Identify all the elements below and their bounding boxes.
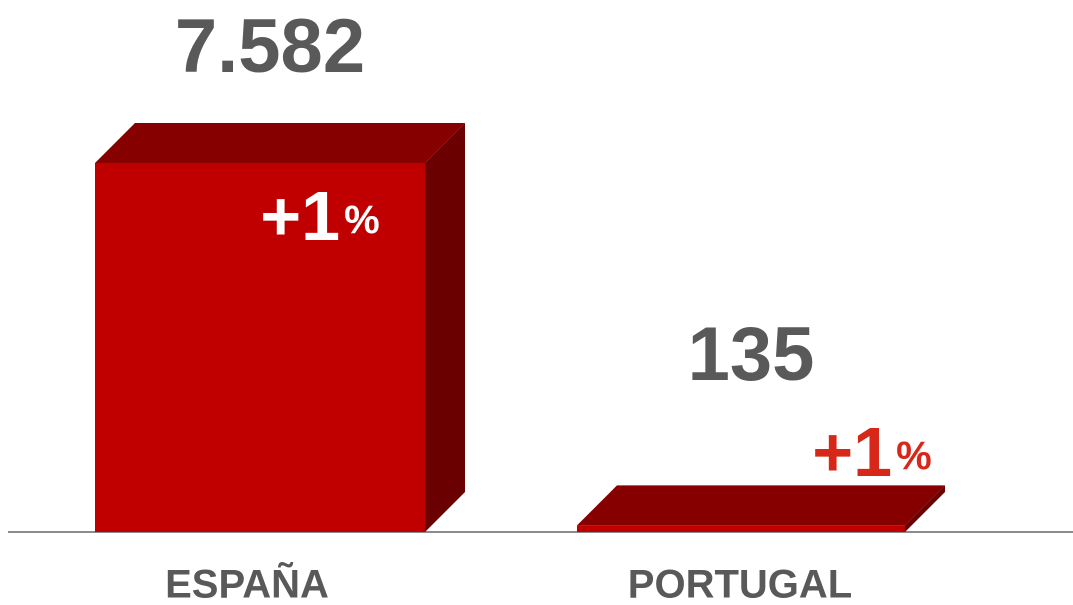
bar-side bbox=[905, 485, 945, 532]
value-label: 135 bbox=[688, 312, 815, 397]
bar-top bbox=[577, 485, 945, 526]
bar bbox=[577, 525, 905, 532]
change-label: +1% bbox=[260, 177, 379, 255]
bar bbox=[95, 163, 425, 532]
category-label: PORTUGAL bbox=[628, 563, 852, 605]
bar-side bbox=[425, 123, 465, 532]
change-label: +1% bbox=[812, 413, 931, 491]
bar-top bbox=[95, 123, 465, 163]
category-label: ESPAÑA bbox=[165, 561, 329, 605]
value-label: 7.582 bbox=[175, 4, 365, 89]
